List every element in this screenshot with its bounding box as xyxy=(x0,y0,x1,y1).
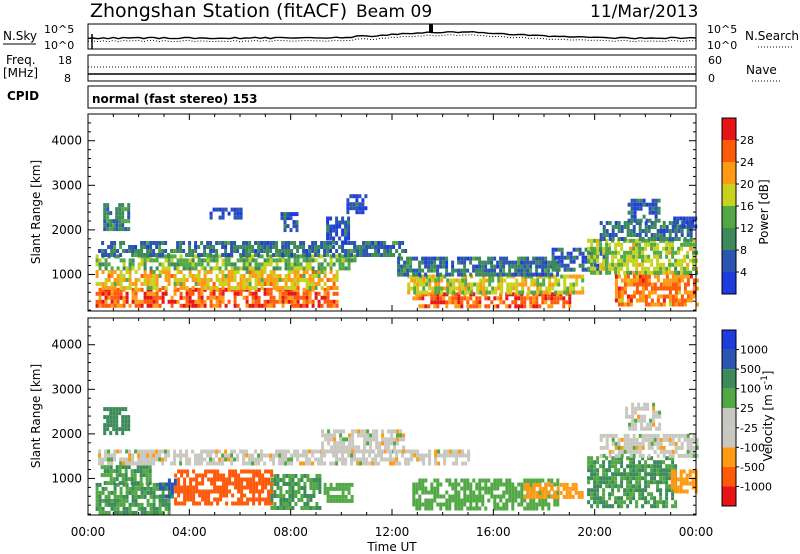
power-data xyxy=(95,194,699,309)
freq-panel: Freq. [MHz] 18 8 60 0 Nave xyxy=(3,53,782,85)
velocity-band xyxy=(412,478,560,511)
colorbar-tick-label: 1000 xyxy=(740,344,768,357)
y-tick-label: 3000 xyxy=(51,178,82,192)
velocity-band xyxy=(321,429,406,454)
velocity-band xyxy=(103,407,131,436)
velocity-band xyxy=(98,449,471,466)
power-band xyxy=(209,207,243,220)
colorbar-tick-label: -1000 xyxy=(740,480,772,493)
freq-unit-label: [MHz] xyxy=(3,66,38,80)
power-panel: 1000 2000 3000 4000 Slant Range [km] 4 8 12 16… xyxy=(29,113,771,312)
noise-trace xyxy=(87,24,697,49)
colorbar-tick-label: -500 xyxy=(740,461,765,474)
noise-sky-label: N.Sky xyxy=(3,29,37,43)
power-band xyxy=(95,270,339,290)
y-tick-label: 2000 xyxy=(51,223,82,237)
power-ylabel: Slant Range [km] xyxy=(29,160,43,264)
freq-tick-top: 18 xyxy=(58,54,72,67)
colorbar-tick-label: -25 xyxy=(740,422,758,435)
y-tick-label: 1000 xyxy=(51,471,82,485)
power-band xyxy=(627,198,661,223)
cpid-label: CPID xyxy=(7,89,39,103)
time-tick-label: 04:00 xyxy=(172,525,207,539)
freq-label: Freq. xyxy=(6,53,36,67)
colorbar-tick-label: 20 xyxy=(740,178,754,191)
power-band xyxy=(407,274,585,295)
velocity-band xyxy=(670,469,698,494)
colorbar-tick-label: 12 xyxy=(740,222,754,235)
cpid-frame xyxy=(87,85,697,109)
power-band xyxy=(326,216,351,245)
velocity-band xyxy=(599,433,699,458)
noise-frame xyxy=(87,23,697,50)
velocity-band xyxy=(587,456,678,509)
time-tick-label: 12:00 xyxy=(375,525,410,539)
nave-tick-bottom: 0 xyxy=(708,72,715,85)
velocity-band xyxy=(158,478,177,499)
velocity-band xyxy=(523,482,584,499)
velocity-band xyxy=(270,474,322,510)
time-tick-label: 00:00 xyxy=(679,525,714,539)
power-band xyxy=(346,194,368,215)
noise-left-tick-top: 10^5 xyxy=(44,23,74,36)
noise-panel: N.Sky 10^5 10^0 10^5 10^0 N.Search xyxy=(3,23,799,52)
date-label: 11/Mar/2013 xyxy=(590,2,698,22)
power-band xyxy=(280,212,299,233)
noise-right-tick-top: 10^5 xyxy=(707,23,737,36)
noise-left-tick-bottom: 10^0 xyxy=(44,39,74,52)
time-tick-label: 20:00 xyxy=(577,525,612,539)
velocity-band xyxy=(100,465,152,486)
beam-label: Beam 09 xyxy=(356,2,432,22)
station-title: Zhongshan Station (fitACF) xyxy=(90,0,347,22)
nave-tick-top: 60 xyxy=(708,54,722,67)
y-tick-label: 4000 xyxy=(51,338,82,352)
colorbar-tick-label: 100 xyxy=(740,383,761,396)
colorbar-tick-label: 16 xyxy=(740,200,754,213)
power-band xyxy=(412,292,572,309)
power-band xyxy=(98,241,408,257)
power-band xyxy=(614,274,699,307)
velocity-band xyxy=(323,482,354,503)
y-tick-label: 2000 xyxy=(51,427,82,441)
time-tick-label: 16:00 xyxy=(476,525,511,539)
y-tick-label: 1000 xyxy=(51,267,82,281)
y-tick-label: 4000 xyxy=(51,134,82,148)
power-band xyxy=(103,203,131,232)
nave-label: Nave xyxy=(746,63,777,77)
velocity-colorbar: 1000 500 100 25 -25 -100 -500 -1000 xyxy=(721,329,772,507)
power-band xyxy=(95,287,339,308)
time-tick-label: 08:00 xyxy=(273,525,308,539)
colorbar-tick-label: 24 xyxy=(740,156,754,169)
time-axis-label: Time UT xyxy=(366,540,417,554)
y-tick-label: 3000 xyxy=(51,382,82,396)
velocity-band xyxy=(174,469,274,506)
colorbar-tick-label: 8 xyxy=(740,244,747,257)
colorbar-tick-label: 4 xyxy=(740,266,747,279)
colorbar-tick-label: -100 xyxy=(740,441,765,454)
noise-right-tick-bottom: 10^0 xyxy=(707,39,737,52)
power-band xyxy=(397,256,560,277)
colorbar-tick-label: 500 xyxy=(740,363,761,376)
colorbar-tick-label: 25 xyxy=(740,402,754,415)
time-tick-label: 00:00 xyxy=(71,525,106,539)
velocity-band xyxy=(625,402,662,431)
cpid-mode: normal (fast stereo) 153 xyxy=(92,92,258,106)
power-colorbar-label: Power [dB] xyxy=(757,179,771,244)
freq-tick-bottom: 8 xyxy=(64,72,71,85)
power-colorbar: 4 8 12 16 20 24 28 xyxy=(721,117,754,295)
noise-search-label: N.Search xyxy=(745,29,799,43)
velocity-data xyxy=(95,402,699,515)
colorbar-tick-label: 28 xyxy=(740,134,754,147)
velocity-panel: 1000 2000 3000 4000 Slant Range [km] 1000 50… xyxy=(29,317,775,516)
velocity-colorbar-label: Velocity [m s-1] xyxy=(760,371,775,462)
velocity-ylabel: Slant Range [km] xyxy=(29,364,43,468)
freq-frame xyxy=(87,54,697,82)
time-axis: 00:00 04:00 08:00 12:00 16:00 20:00 00:00 xyxy=(71,525,714,539)
